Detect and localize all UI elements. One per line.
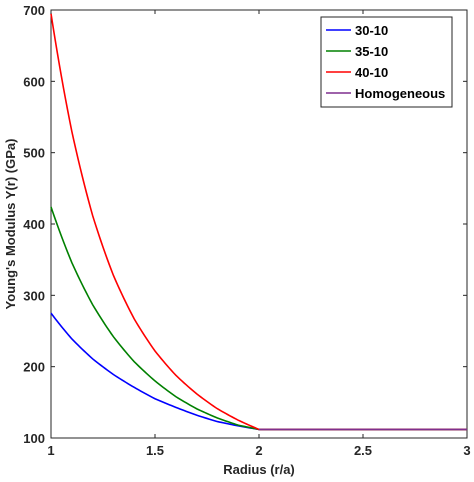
- x-tick-label: 2.5: [354, 443, 372, 458]
- legend-box: [320, 16, 453, 108]
- ticks-layer: 1 1.5 2 2.5 3 100 200 300 400 500 600 700: [23, 3, 470, 458]
- legend-label: 40-10: [355, 65, 388, 80]
- y-tick-label: 200: [23, 360, 45, 375]
- x-tick-label: 2: [255, 443, 262, 458]
- y-tick-label: 100: [23, 431, 45, 446]
- series-layer: [50, 13, 467, 431]
- x-tick-label: 3: [463, 443, 470, 458]
- legend-label: 35-10: [355, 44, 388, 59]
- y-tick-label: 600: [23, 74, 45, 89]
- y-tick-label: 400: [23, 217, 45, 232]
- series-line-2: [50, 13, 467, 431]
- y-tick-label: 300: [23, 288, 45, 303]
- legend: 30-10 35-10 40-10 Homogeneous: [320, 16, 453, 108]
- x-axis-label: Radius (r/a): [223, 462, 295, 477]
- x-tick-label: 1: [47, 443, 54, 458]
- legend-label: 30-10: [355, 23, 388, 38]
- y-axis-label: Young's Modulus Y(r) (GPa): [3, 139, 18, 310]
- y-tick-label: 500: [23, 146, 45, 161]
- x-tick-label: 1.5: [146, 443, 164, 458]
- series-line-1: [50, 206, 467, 431]
- y-tick-label: 700: [23, 3, 45, 18]
- legend-label: Homogeneous: [355, 86, 445, 101]
- series-line-0: [50, 312, 467, 431]
